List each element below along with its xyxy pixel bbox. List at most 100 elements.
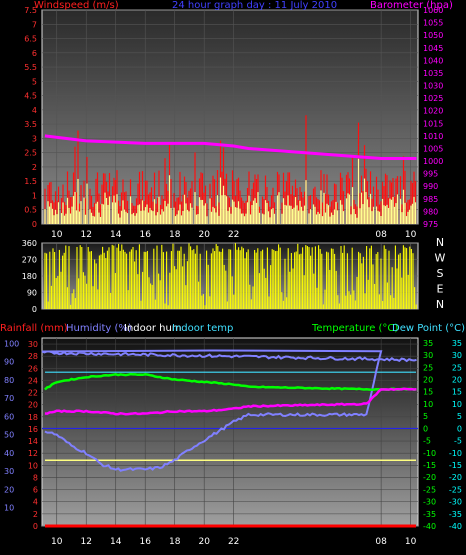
barometer-axis-title: Barometer (hpa) xyxy=(370,0,453,11)
indoor-temperature-legend: Indoor temp xyxy=(172,323,233,334)
humidity-tick-label: 40 xyxy=(4,449,14,458)
temperature-x-tick-label: 16 xyxy=(139,537,151,547)
wind-y-axis-ticks: 0 0.5 1 1.5 2 2.5 3 3.5 4 4.5 5 5.5 6 6.5 7 7.5 xyxy=(24,6,37,229)
dew-point-tick-label: -40 xyxy=(449,522,462,531)
temperature-tick-label: 30 xyxy=(423,351,433,360)
temperature-tick-label: -20 xyxy=(423,473,436,482)
temperature-x-tick-label: 22 xyxy=(228,537,239,547)
temperature-tick-label: -15 xyxy=(423,461,436,470)
windspeed-tick-label: 0 xyxy=(32,220,37,229)
rainfall-tick-label: 20 xyxy=(28,401,38,410)
compass-tick-label: E xyxy=(437,283,444,296)
windspeed-tick-label: 0.5 xyxy=(24,206,37,215)
compass-tick-label: S xyxy=(437,267,444,280)
humidity-tick-label: 10 xyxy=(4,504,14,513)
temperature-x-tick-label: 12 xyxy=(81,537,92,547)
windspeed-axis-title: Windspeed (m/s) xyxy=(34,0,119,11)
temperature-x-tick-label: 20 xyxy=(198,537,210,547)
humidity-tick-label: 80 xyxy=(4,376,14,385)
dew-point-tick-label: 15 xyxy=(452,388,462,397)
temperature-tick-label: 0 xyxy=(423,424,428,433)
humidity-tick-label: 70 xyxy=(4,394,14,403)
compass-tick-label: N xyxy=(436,298,444,311)
temperature-tick-label: 15 xyxy=(423,388,433,397)
barometer-tick-label: 1060 xyxy=(423,6,443,15)
barometer-tick-label: 995 xyxy=(423,170,438,179)
temperature-panel-series xyxy=(41,349,417,528)
rainfall-tick-label: 4 xyxy=(33,498,38,507)
temperature-tick-label: -40 xyxy=(423,522,436,531)
rainfall-tick-label: 6 xyxy=(33,486,38,495)
barometer-tick-label: 975 xyxy=(423,220,438,229)
temperature-line xyxy=(44,372,417,391)
direction-tick-label: 270 xyxy=(22,256,37,265)
humidity-tick-label: 100 xyxy=(4,339,19,348)
wind-x-tick-label: 10 xyxy=(51,230,63,240)
dew-point-tick-label: 30 xyxy=(452,351,462,360)
windspeed-tick-label: 4.5 xyxy=(24,92,37,101)
dew-point-tick-label: -5 xyxy=(454,437,462,446)
rainfall-tick-label: 26 xyxy=(28,364,38,373)
temperature-tick-label: -25 xyxy=(423,485,436,494)
rainfall-tick-label: 12 xyxy=(28,449,38,458)
temperature-tick-label: 20 xyxy=(423,376,433,385)
indoor-humidity-legend: Indoor hum xyxy=(124,323,182,334)
windspeed-tick-label: 1 xyxy=(32,191,37,200)
temperature-tick-label: 5 xyxy=(423,412,428,421)
compass-tick-label: N xyxy=(436,236,444,249)
humidity-tick-label: 20 xyxy=(4,485,14,494)
temperature-y-axis-ticks: -40 -40 -35 -35 -30 -30 -25 -25 -20 -20 -15 -15 -10 -… xyxy=(423,339,462,531)
wind-x-tick-label: 12 xyxy=(81,230,92,240)
wind-x-axis-ticks: 10 12 14 16 18 20 22 08 10 xyxy=(51,230,417,240)
barometer-tick-label: 980 xyxy=(423,207,438,216)
direction-y-axis-ticks: 0 90 180 270 360 xyxy=(22,239,37,314)
direction-tick-label: 0 xyxy=(32,305,37,314)
temperature-x-axis-ticks: 10 12 14 16 18 20 22 08 10 xyxy=(51,537,417,547)
barometer-tick-label: 1030 xyxy=(423,82,443,91)
windspeed-tick-label: 3.5 xyxy=(24,120,37,129)
dew-point-tick-label: -10 xyxy=(449,449,462,458)
dew-point-tick-label: -30 xyxy=(449,498,462,507)
dew-point-legend: Dew Point (°C) xyxy=(392,323,465,334)
dew-point-tick-label: 25 xyxy=(452,363,462,372)
direction-tick-label: 180 xyxy=(22,272,37,281)
windspeed-tick-label: 2 xyxy=(32,163,37,172)
barometer-tick-label: 1050 xyxy=(423,31,443,40)
wind-x-tick-label: 14 xyxy=(110,230,122,240)
barometer-tick-label: 1035 xyxy=(423,69,443,78)
wind-x-tick-label: 22 xyxy=(228,230,239,240)
barometer-tick-label: 1015 xyxy=(423,119,443,128)
windspeed-tick-label: 6.5 xyxy=(24,35,37,44)
rainfall-tick-label: 8 xyxy=(33,473,38,482)
humidity-y-axis-ticks: 10 20 30 40 50 60 70 80 90 100 xyxy=(4,339,19,512)
humidity-tick-label: 50 xyxy=(4,431,14,440)
rainfall-tick-label: 14 xyxy=(28,437,38,446)
rainfall-tick-label: 16 xyxy=(28,425,38,434)
rainfall-tick-label: 0 xyxy=(33,522,38,531)
barometer-tick-label: 1040 xyxy=(423,56,443,65)
wind-direction-bars xyxy=(44,243,417,309)
wind-x-tick-label: 20 xyxy=(198,230,210,240)
wind-x-tick-label: 18 xyxy=(169,230,181,240)
wind-x-tick-label: 16 xyxy=(139,230,151,240)
barometer-tick-label: 1000 xyxy=(423,157,443,166)
direction-tick-label: 360 xyxy=(22,239,37,248)
compass-tick-label: W xyxy=(435,252,446,265)
windspeed-tick-label: 4 xyxy=(32,106,37,115)
temperature-x-tick-label: 18 xyxy=(169,537,181,547)
temperature-x-tick-label: 10 xyxy=(51,537,63,547)
chart-title: 24 hour graph day : 11 July 2010 xyxy=(172,0,337,11)
dew-point-tick-label: -25 xyxy=(449,485,462,494)
wind-x-tick-label: 08 xyxy=(375,230,387,240)
dew-point-tick-label: 0 xyxy=(457,424,462,433)
barometer-tick-label: 1025 xyxy=(423,94,443,103)
windspeed-tick-label: 7.5 xyxy=(24,6,37,15)
barometer-tick-label: 1010 xyxy=(423,132,443,141)
windspeed-tick-label: 6 xyxy=(32,49,37,58)
dew-point-line xyxy=(44,387,417,416)
temperature-tick-label: -5 xyxy=(423,437,431,446)
rainfall-tick-label: 22 xyxy=(28,389,38,398)
rainfall-tick-label: 24 xyxy=(28,376,38,385)
windspeed-tick-label: 5 xyxy=(32,77,37,86)
